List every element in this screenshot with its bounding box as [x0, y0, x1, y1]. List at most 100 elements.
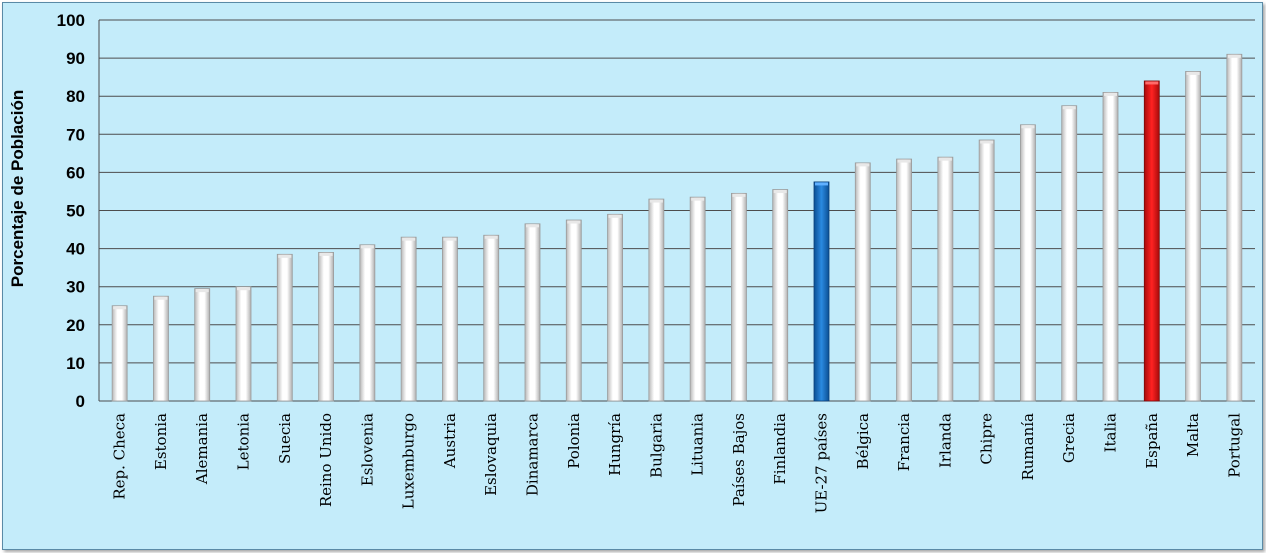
x-tick-label: Eslovenia: [358, 413, 376, 486]
bar-cap: [897, 159, 911, 163]
x-tick-label: Chipre: [978, 413, 996, 465]
bar-cap: [278, 254, 292, 258]
bar: [276, 253, 293, 402]
x-tick-label: Hungría: [606, 413, 624, 476]
bar-reino-unido: [318, 252, 334, 402]
x-tick-label: Bulgaria: [647, 413, 665, 478]
x-tick-label: Austria: [441, 413, 459, 469]
bar-eslovaquia: [483, 234, 500, 402]
bar: [731, 192, 747, 402]
y-tick-label: 10: [66, 354, 85, 373]
x-tick-label: Italia: [1102, 413, 1120, 452]
bar: [111, 305, 128, 402]
bar-eslovenia: [359, 244, 376, 402]
bar-cap: [732, 193, 746, 197]
bar-cap: [237, 287, 250, 291]
bar: [813, 181, 830, 402]
bar-cap: [938, 157, 952, 161]
bar: [1143, 80, 1160, 402]
bar: [1185, 71, 1201, 402]
x-tick-label: Francia: [895, 413, 913, 471]
bar-suecia: [276, 253, 293, 402]
x-tick-label: Rumanía: [1019, 413, 1037, 481]
bar: [648, 198, 665, 402]
x-tick-label: Lituania: [689, 413, 707, 476]
x-tick-label: Rep. Checa: [111, 413, 129, 500]
bar-polonia: [565, 219, 582, 402]
bar: [194, 288, 211, 402]
x-tick-label: Malta: [1184, 413, 1202, 457]
bar-austria: [442, 236, 458, 402]
bar: [235, 286, 252, 402]
bar-cap: [1062, 106, 1076, 110]
bar-francia: [896, 158, 912, 402]
bar-cap: [443, 237, 457, 241]
bar: [854, 162, 871, 402]
bar-cap: [154, 296, 168, 300]
bar-cap: [1227, 54, 1241, 58]
x-tick-label: Letonia: [235, 413, 253, 470]
bar-grecia: [1061, 105, 1078, 402]
y-tick-label: 0: [76, 392, 85, 411]
bar: [524, 223, 541, 402]
y-tick-label: 50: [66, 202, 85, 221]
x-tick-label: Irlanda: [936, 413, 954, 468]
bar-pa-ses-bajos: [731, 192, 747, 402]
bar-hungr-a: [607, 213, 623, 402]
bar-italia: [1102, 91, 1119, 402]
bar: [937, 156, 954, 402]
bar: [1102, 91, 1119, 402]
bar: [1226, 53, 1243, 402]
bar: [442, 236, 458, 402]
bar-cap: [113, 306, 127, 310]
bar-estonia: [153, 295, 169, 402]
bar-luxemburgo: [400, 236, 417, 402]
bar: [978, 139, 995, 402]
bar-espa-a: [1143, 80, 1160, 402]
bar: [359, 244, 376, 402]
y-tick-label: 80: [66, 87, 85, 106]
bar: [565, 219, 582, 402]
bar-cap: [1186, 71, 1200, 75]
y-tick-label: 40: [66, 240, 85, 259]
bar-b-lgica: [854, 162, 871, 402]
x-tick-label: Finlandia: [771, 413, 789, 485]
x-tick-label: Portugal: [1225, 413, 1243, 478]
bar: [896, 158, 912, 402]
bar-finlandia: [772, 189, 789, 402]
x-tick-label: Alemania: [193, 413, 211, 485]
bar: [318, 252, 334, 402]
bar-cap: [195, 289, 209, 293]
bar: [772, 189, 789, 402]
bar: [153, 295, 169, 402]
x-tick-label: Dinamarca: [524, 413, 542, 496]
bar-ruman-a: [1020, 124, 1036, 402]
y-tick-label: 100: [57, 11, 85, 30]
bar: [607, 213, 623, 402]
bar-lituania: [689, 196, 706, 402]
y-tick-label: 30: [66, 278, 85, 297]
bar: [689, 196, 706, 402]
bar: [483, 234, 500, 402]
y-tick-label: 60: [66, 163, 85, 182]
bar-cap: [815, 182, 828, 186]
bar-cap: [773, 190, 787, 194]
bar-cap: [980, 140, 994, 144]
x-tick-label: Reino Unido: [317, 413, 335, 507]
bar-cap: [856, 163, 870, 167]
bar: [400, 236, 417, 402]
bar-cap: [402, 237, 416, 241]
bar-chart: 0 10 20 30 40 50 60 70 80 90 100 Rep. Checa Estonia…: [8, 11, 1255, 513]
bar-cap: [319, 252, 333, 256]
bar-letonia: [235, 286, 252, 402]
bar-alemania: [194, 288, 211, 402]
y-tick-label: 20: [66, 316, 85, 335]
y-tick-label: 70: [66, 125, 85, 144]
bar-cap: [649, 199, 663, 203]
bar-ue-27-pa-ses: [813, 181, 830, 402]
x-tick-label: UE-27 países: [813, 413, 831, 513]
bar-malta: [1185, 71, 1201, 402]
x-tick-label: Bélgica: [854, 413, 872, 469]
x-tick-label: Estonia: [152, 413, 170, 470]
